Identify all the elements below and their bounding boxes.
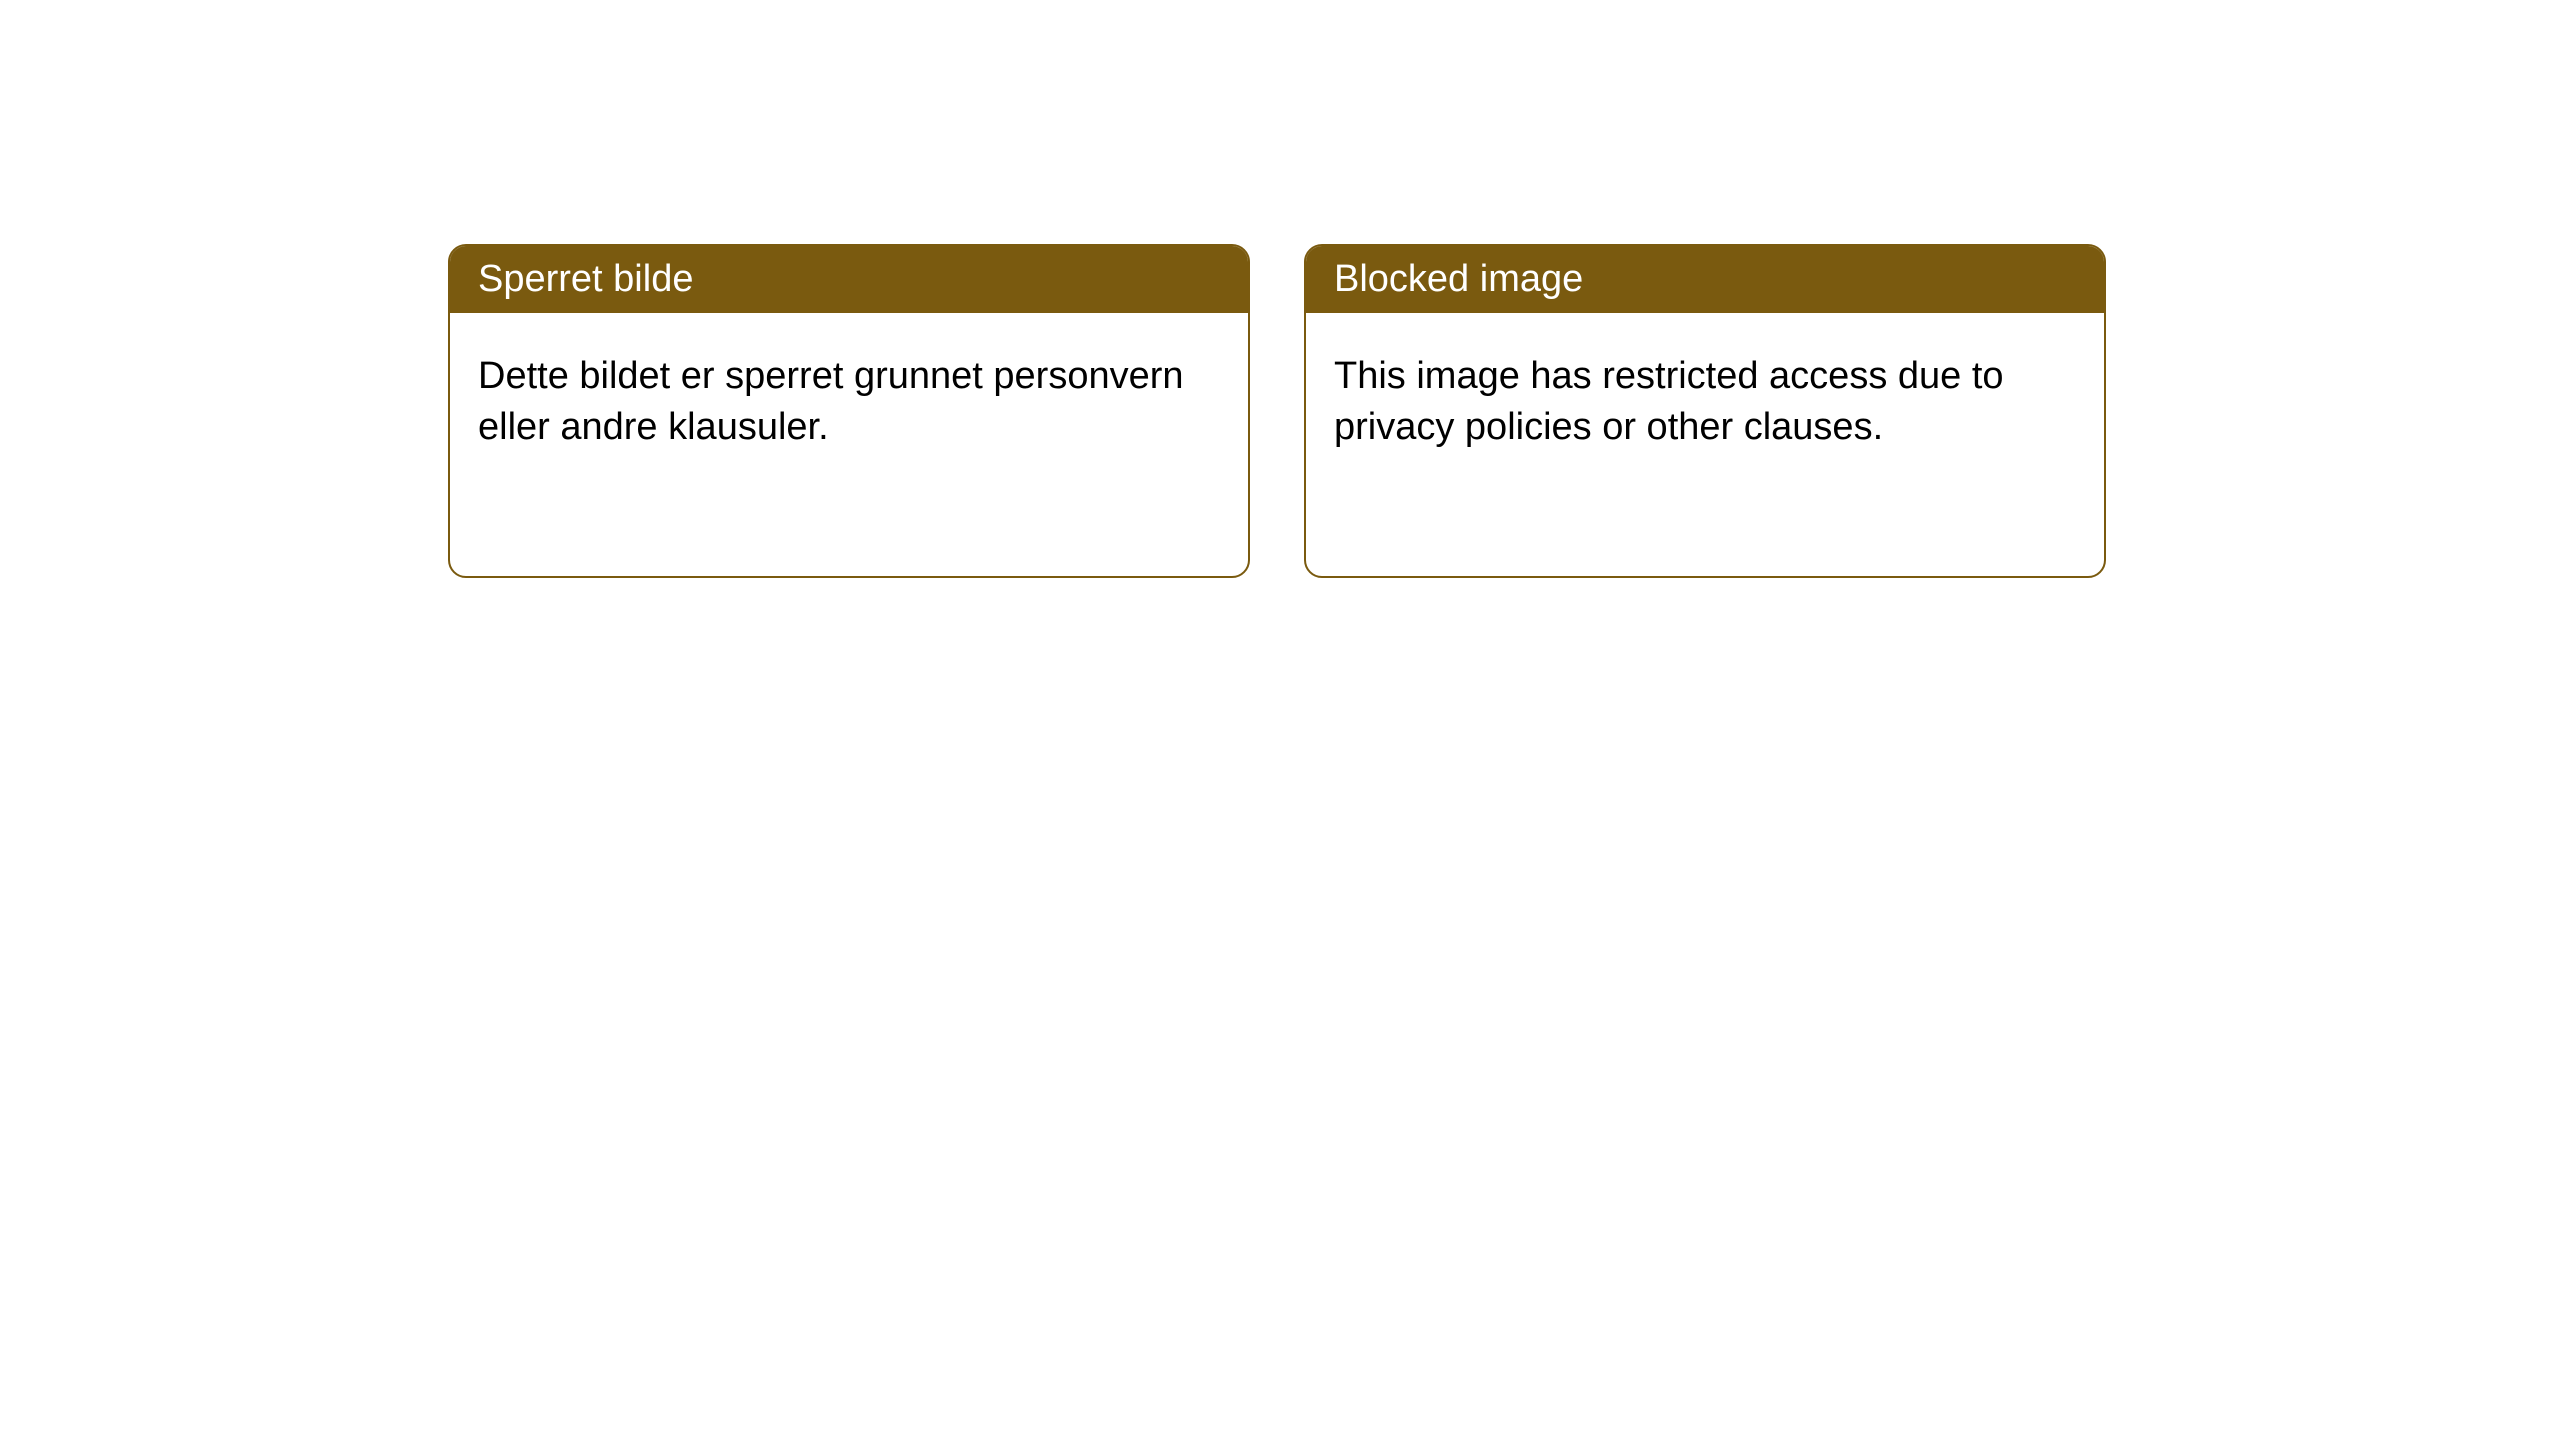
- notice-container: Sperret bilde Dette bildet er sperret gr…: [448, 244, 2106, 578]
- notice-header: Sperret bilde: [450, 246, 1248, 313]
- notice-header: Blocked image: [1306, 246, 2104, 313]
- notice-body: Dette bildet er sperret grunnet personve…: [450, 313, 1248, 492]
- notice-body: This image has restricted access due to …: [1306, 313, 2104, 492]
- notice-card-english: Blocked image This image has restricted …: [1304, 244, 2106, 578]
- notice-card-norwegian: Sperret bilde Dette bildet er sperret gr…: [448, 244, 1250, 578]
